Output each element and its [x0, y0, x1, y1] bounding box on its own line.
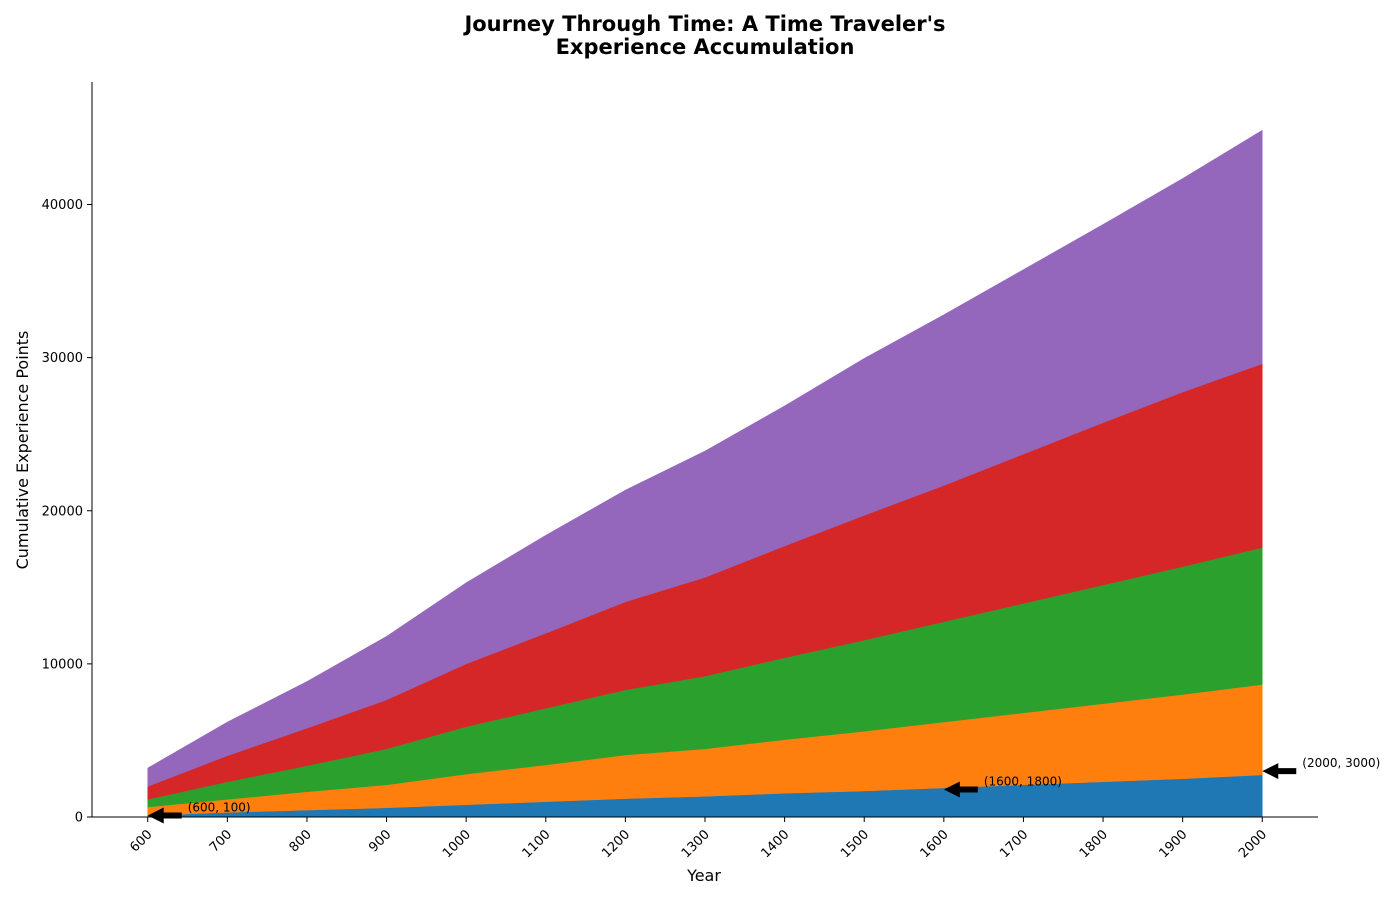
annotation-label: (1600, 1800)	[984, 774, 1062, 788]
y-axis-label: Cumulative Experience Points	[13, 331, 32, 570]
x-tick-label: 1200	[599, 827, 633, 861]
x-tick-label: 900	[366, 827, 394, 855]
x-tick-label: 1700	[997, 827, 1031, 861]
x-axis-label: Year	[686, 866, 721, 885]
annotation-label: (600, 100)	[188, 800, 251, 814]
x-tick-label: 700	[207, 827, 235, 855]
area-series-5	[147, 129, 1263, 787]
x-tick-label: 1900	[1156, 827, 1190, 861]
chart-title-line-2: Experience Accumulation	[556, 35, 855, 59]
y-tick-label: 20000	[42, 504, 83, 519]
x-tick-label: 1400	[758, 827, 792, 861]
x-tick-label: 1800	[1077, 827, 1111, 861]
area-series-group	[147, 129, 1263, 818]
x-tick-label: 1000	[440, 827, 474, 861]
x-tick-label: 2000	[1236, 827, 1270, 861]
annotation-arrow	[1262, 763, 1297, 780]
x-tick-label: 1600	[918, 827, 952, 861]
y-tick-label: 40000	[42, 198, 83, 213]
y-tick-label: 10000	[42, 657, 83, 672]
annotation: (600, 100)	[147, 800, 251, 824]
annotation-arrow	[943, 781, 978, 798]
x-tick-label: 1100	[520, 827, 554, 861]
chart-title-line-1: Journey Through Time: A Time Traveler's	[462, 12, 945, 36]
x-tick-label: 1300	[679, 827, 713, 861]
annotations: (600, 100) (1600, 1800) (2000, 3000)	[147, 756, 1380, 824]
x-tick-label: 800	[287, 827, 315, 855]
y-tick-label: 30000	[42, 351, 83, 366]
annotation-arrow	[147, 807, 182, 824]
annotation-label: (2000, 3000)	[1302, 756, 1380, 770]
annotation: (1600, 1800)	[943, 774, 1062, 798]
y-tick-label: 0	[75, 811, 83, 826]
x-tick-label: 1500	[838, 827, 872, 861]
annotation: (2000, 3000)	[1262, 756, 1380, 780]
x-tick-label: 600	[127, 827, 155, 855]
